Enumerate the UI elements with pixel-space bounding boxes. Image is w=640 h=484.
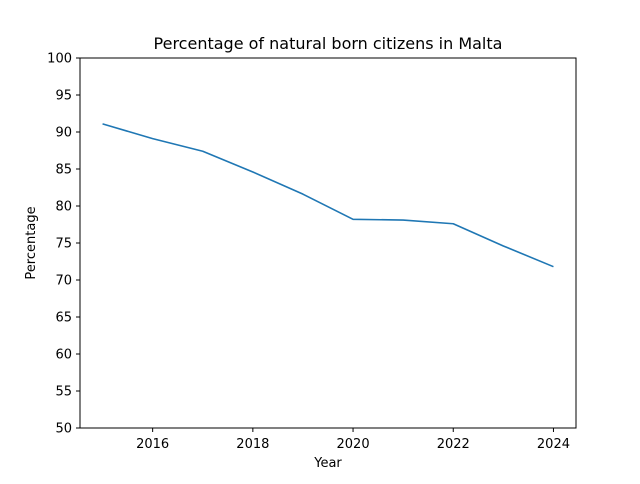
series-layer (102, 123, 554, 268)
y-tick-label: 50 (55, 422, 72, 437)
y-axis-ticks: 50 55 60 65 70 75 80 85 90 95 100 (47, 52, 80, 437)
x-tick-label: 2022 (437, 437, 470, 452)
x-tick-label: 2016 (136, 437, 169, 452)
y-tick-label: 75 (55, 237, 72, 252)
y-axis-title: Percentage (24, 206, 39, 279)
x-tick-label: 2018 (236, 437, 269, 452)
plot-area-frame (79, 57, 577, 429)
y-tick-label: 55 (55, 385, 72, 400)
x-tick-label: 2024 (537, 437, 570, 452)
y-tick-label: 80 (55, 200, 72, 215)
y-tick-label: 95 (55, 89, 72, 104)
x-axis-title: Year (313, 456, 342, 471)
x-tick-label: 2020 (337, 437, 370, 452)
y-tick-label: 100 (47, 52, 72, 67)
x-axis-ticks: 2016 2018 2020 2022 2024 (136, 428, 570, 452)
y-tick-label: 85 (55, 163, 72, 178)
series-line (102, 123, 554, 268)
y-tick-label: 70 (55, 274, 72, 289)
y-tick-label: 60 (55, 348, 72, 363)
chart-title: Percentage of natural born citizens in M… (154, 34, 503, 53)
y-tick-label: 65 (55, 311, 72, 326)
y-tick-label: 90 (55, 126, 72, 141)
